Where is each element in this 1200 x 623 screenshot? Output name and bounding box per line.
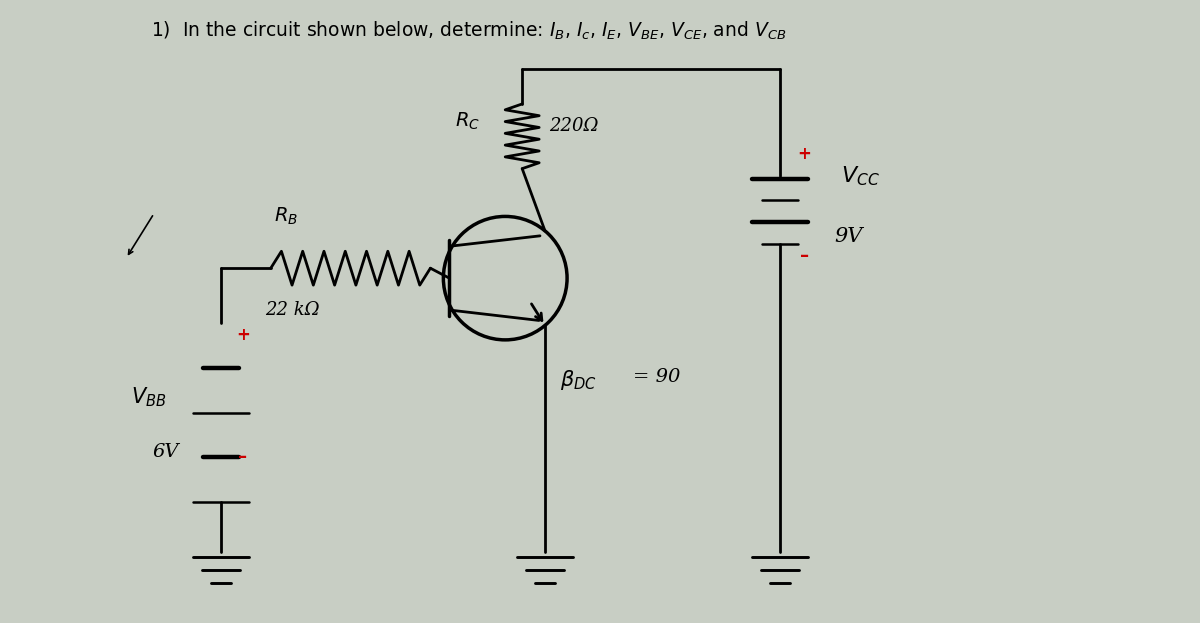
- Text: 9V: 9V: [834, 227, 863, 246]
- Text: –: –: [239, 449, 247, 467]
- Text: 1)  In the circuit shown below, determine: $I_B$, $I_c$, $I_E$, $V_{BE}$, $V_{CE: 1) In the circuit shown below, determine…: [151, 19, 786, 42]
- Text: 22 kΩ: 22 kΩ: [265, 301, 320, 319]
- Text: $V_{BB}$: $V_{BB}$: [131, 386, 167, 409]
- Text: –: –: [800, 247, 809, 265]
- Text: 6V: 6V: [152, 444, 179, 462]
- Text: $V_{CC}$: $V_{CC}$: [841, 165, 881, 188]
- Text: = 90: = 90: [632, 368, 680, 386]
- Text: 220Ω: 220Ω: [550, 117, 599, 135]
- Text: $R_C$: $R_C$: [455, 111, 480, 132]
- Text: +: +: [798, 145, 811, 163]
- Text: $\beta_{DC}$: $\beta_{DC}$: [560, 368, 596, 392]
- Text: +: +: [236, 326, 250, 344]
- Text: $R_B$: $R_B$: [274, 206, 298, 227]
